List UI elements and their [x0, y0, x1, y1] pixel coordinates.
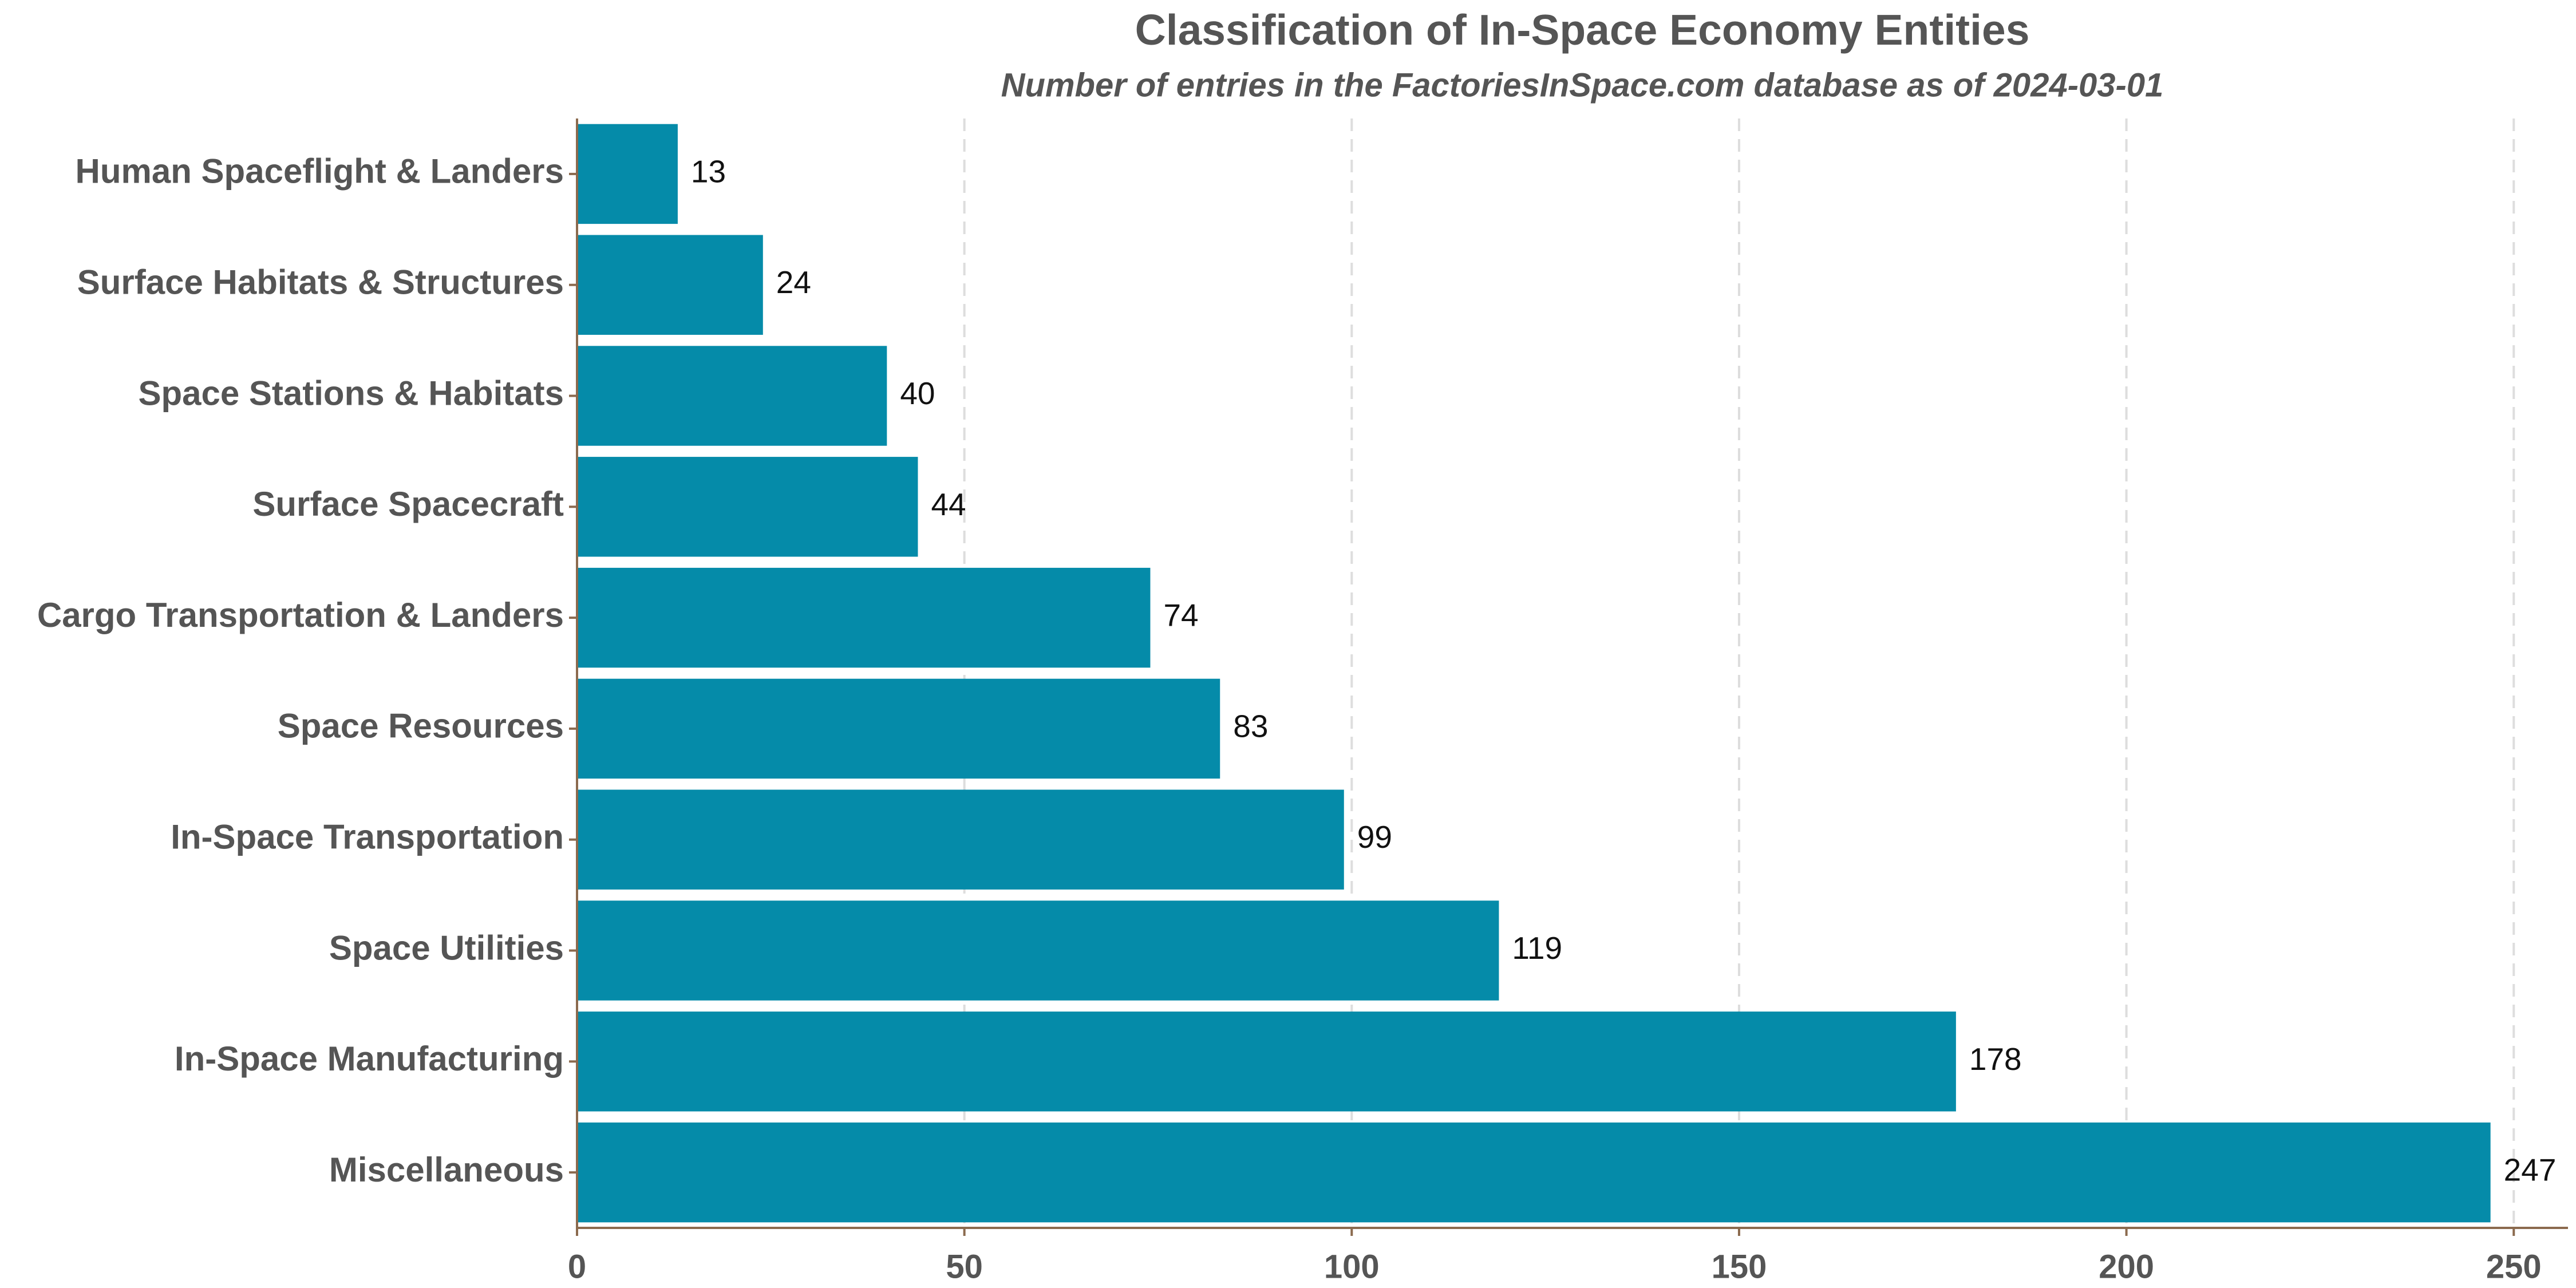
y-tick-label: Surface Habitats & Structures — [77, 263, 564, 302]
x-tick-label: 50 — [946, 1248, 983, 1285]
y-tick-label: Space Stations & Habitats — [138, 374, 564, 412]
value-label: 99 — [1357, 819, 1392, 855]
y-tick-label: Space Resources — [278, 707, 564, 745]
y-tick-label: Cargo Transportation & Landers — [37, 596, 564, 634]
value-label: 119 — [1512, 930, 1562, 966]
y-tick-label: Miscellaneous — [329, 1151, 564, 1189]
value-label: 24 — [776, 264, 811, 300]
value-label: 40 — [900, 376, 935, 411]
chart-subtitle: Number of entries in the FactoriesInSpac… — [1001, 66, 2164, 104]
value-label: 74 — [1163, 598, 1198, 633]
x-tick-label: 0 — [568, 1248, 586, 1285]
bar — [577, 124, 678, 224]
bar — [577, 1012, 1956, 1112]
chart-title: Classification of In-Space Economy Entit… — [1135, 6, 2030, 54]
x-tick-label: 100 — [1324, 1248, 1380, 1285]
y-tick-label: In-Space Manufacturing — [175, 1040, 564, 1078]
x-tick-label: 200 — [2099, 1248, 2154, 1285]
value-label: 13 — [691, 153, 726, 189]
bar — [577, 457, 918, 557]
bar — [577, 567, 1151, 668]
x-tick-label: 150 — [1712, 1248, 1767, 1285]
bar — [577, 678, 1220, 779]
bar — [577, 900, 1499, 1001]
value-label: 178 — [1969, 1041, 2022, 1077]
y-tick-label: In-Space Transportation — [171, 818, 564, 856]
bar — [577, 235, 763, 335]
value-label: 83 — [1233, 708, 1268, 744]
value-label: 44 — [931, 487, 966, 522]
y-tick-label: Space Utilities — [329, 929, 564, 967]
bar — [577, 346, 887, 446]
y-tick-label: Human Spaceflight & Landers — [76, 152, 564, 191]
value-label: 247 — [2504, 1152, 2557, 1188]
x-tick-label: 250 — [2486, 1248, 2542, 1285]
bar — [577, 1122, 2491, 1223]
y-tick-label: Surface Spacecraft — [252, 485, 564, 523]
bar — [577, 789, 1344, 890]
